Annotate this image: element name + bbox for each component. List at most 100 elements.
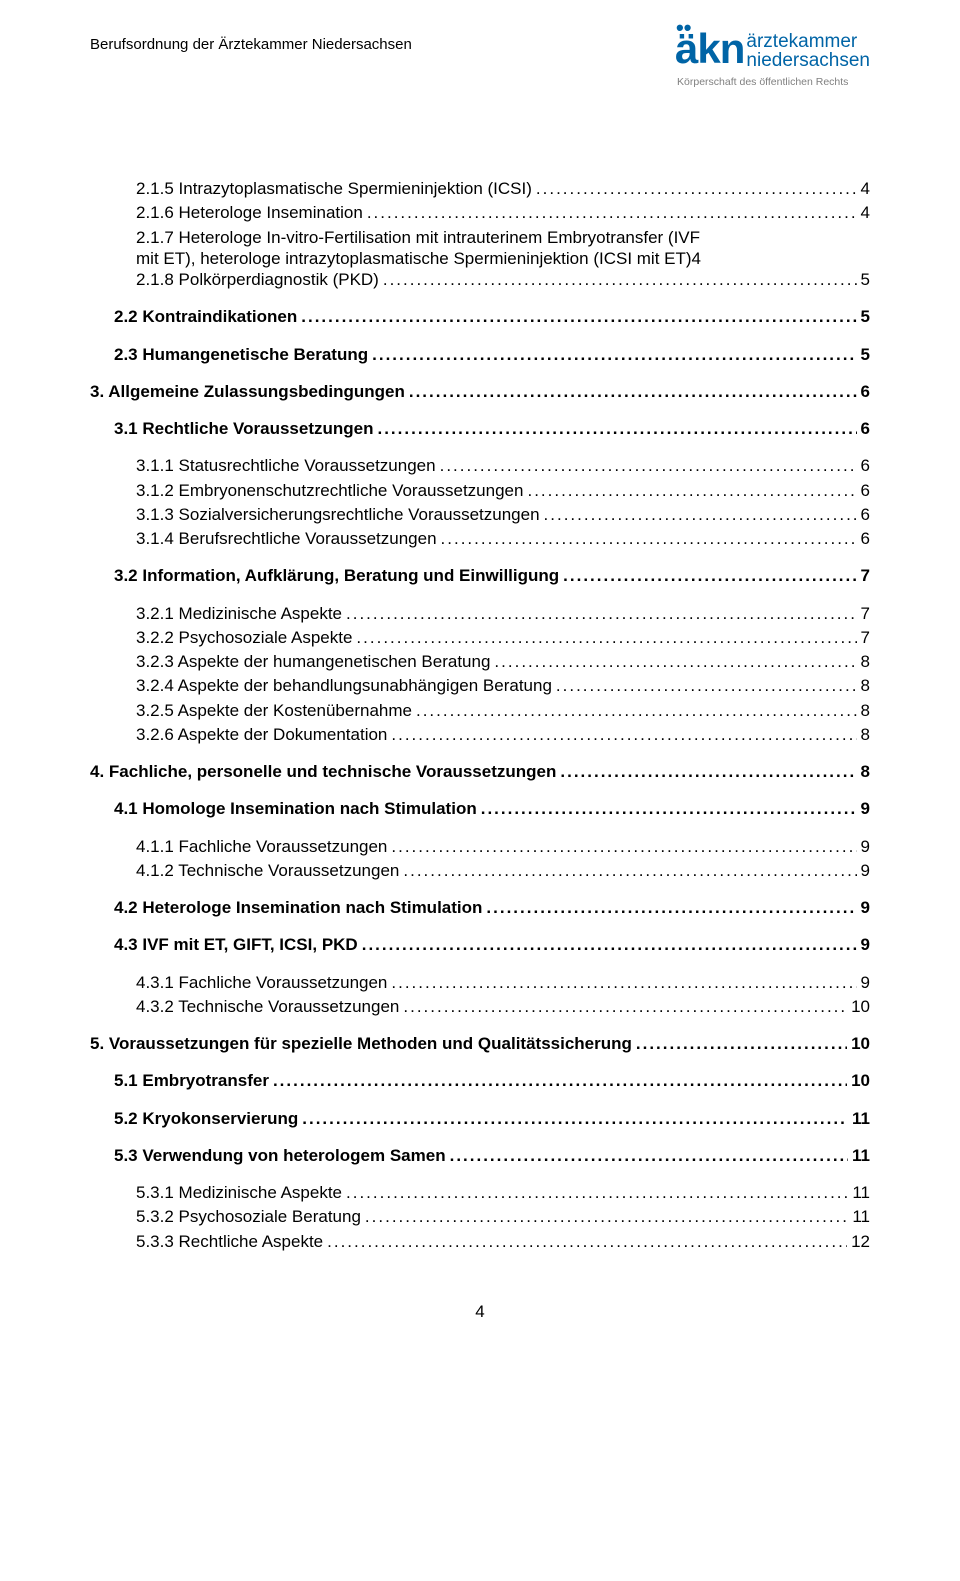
toc-leader-dots bbox=[356, 627, 856, 648]
toc-leader-dots bbox=[346, 603, 857, 624]
toc-label: 3.2 Information, Aufklärung, Beratung un… bbox=[114, 565, 559, 586]
toc-entry: 4.1.2 Technische Voraussetzungen 9 bbox=[90, 860, 870, 881]
toc-label: 4.1.2 Technische Voraussetzungen bbox=[136, 860, 399, 881]
toc-label: 2.3 Humangenetische Beratung bbox=[114, 344, 368, 365]
document-page: Berufsordnung der Ärztekammer Niedersach… bbox=[0, 0, 960, 1362]
toc-entry: 5.1 Embryotransfer10 bbox=[90, 1070, 870, 1091]
logo-akn: •• äkn bbox=[675, 30, 744, 68]
toc-entry: 3.2 Information, Aufklärung, Beratung un… bbox=[90, 565, 870, 586]
toc-entry: 2.1.6 Heterologe Insemination4 bbox=[90, 202, 870, 223]
toc-page-number: 9 bbox=[861, 798, 870, 819]
toc-label: 3.1.1 Statusrechtliche Voraussetzungen bbox=[136, 455, 436, 476]
toc-leader-dots bbox=[416, 700, 857, 721]
logo-line2: niedersachsen bbox=[746, 51, 870, 70]
toc-leader-dots bbox=[481, 798, 857, 819]
toc-page-number: 9 bbox=[861, 836, 870, 857]
logo-block: •• äkn ärztekammer niedersachsen Körpers… bbox=[675, 30, 870, 88]
toc-page-number: 11 bbox=[852, 1206, 870, 1227]
toc-label: 5.3.2 Psychosoziale Beratung bbox=[136, 1206, 361, 1227]
toc-entry: 4.1 Homologe Insemination nach Stimulati… bbox=[90, 798, 870, 819]
toc-page-number: 4 bbox=[861, 178, 870, 199]
toc-entry: 3.2.2 Psychosoziale Aspekte7 bbox=[90, 627, 870, 648]
toc-entry: 5.3.2 Psychosoziale Beratung 11 bbox=[90, 1206, 870, 1227]
toc-label: 2.1.8 Polkörperdiagnostik (PKD) bbox=[136, 269, 379, 290]
toc-page-number: 9 bbox=[861, 934, 870, 955]
toc-leader-dots bbox=[556, 675, 857, 696]
toc-label: 4. Fachliche, personelle und technische … bbox=[90, 761, 556, 782]
toc-entry: 4.3 IVF mit ET, GIFT, ICSI, PKD 9 bbox=[90, 934, 870, 955]
toc-leader-dots bbox=[494, 651, 856, 672]
toc-label: 4.1.1 Fachliche Voraussetzungen bbox=[136, 836, 387, 857]
toc-page-number: 6 bbox=[861, 480, 870, 501]
toc-page-number: 11 bbox=[852, 1145, 870, 1166]
toc-entry: 3. Allgemeine Zulassungsbedingungen6 bbox=[90, 381, 870, 402]
toc-entry: 5.3.3 Rechtliche Aspekte12 bbox=[90, 1231, 870, 1252]
toc-label: 2.1.7 Heterologe In-vitro-Fertilisation … bbox=[136, 227, 870, 248]
toc-label: 4.3 IVF mit ET, GIFT, ICSI, PKD bbox=[114, 934, 358, 955]
toc-label: 3.1.2 Embryonenschutzrechtliche Vorausse… bbox=[136, 480, 523, 501]
toc-entry: 3.2.5 Aspekte der Kostenübernahme8 bbox=[90, 700, 870, 721]
toc-entry: 3.2.4 Aspekte der behandlungsunabhängige… bbox=[90, 675, 870, 696]
toc-page-number: 9 bbox=[861, 972, 870, 993]
toc-entry: 4.2 Heterologe Insemination nach Stimula… bbox=[90, 897, 870, 918]
toc-page-number: 5 bbox=[861, 344, 870, 365]
toc-entry: 5.3 Verwendung von heterologem Samen 11 bbox=[90, 1145, 870, 1166]
toc-entry: 3.2.3 Aspekte der humangenetischen Berat… bbox=[90, 651, 870, 672]
toc-page-number: 8 bbox=[861, 724, 870, 745]
toc-page-number: 5 bbox=[861, 269, 870, 290]
toc-entry: 4. Fachliche, personelle und technische … bbox=[90, 761, 870, 782]
toc-entry: 2.1.7 Heterologe In-vitro-Fertilisation … bbox=[90, 227, 870, 270]
toc-leader-dots bbox=[383, 269, 857, 290]
toc-leader-dots bbox=[536, 178, 857, 199]
toc-label: 2.1.6 Heterologe Insemination bbox=[136, 202, 363, 223]
toc-label: 4.3.1 Fachliche Voraussetzungen bbox=[136, 972, 387, 993]
toc-label: 5.2 Kryokonservierung bbox=[114, 1108, 298, 1129]
toc-leader-dots bbox=[362, 934, 857, 955]
toc-leader-dots bbox=[377, 418, 856, 439]
toc-entry: 3.1 Rechtliche Voraussetzungen6 bbox=[90, 418, 870, 439]
toc-label: 5.3.1 Medizinische Aspekte bbox=[136, 1182, 342, 1203]
toc-page-number: 6 bbox=[861, 381, 870, 402]
toc-leader-dots bbox=[391, 836, 856, 857]
toc-entry: 2.1.8 Polkörperdiagnostik (PKD) 5 bbox=[90, 269, 870, 290]
toc-page-number: 6 bbox=[861, 528, 870, 549]
toc-label: 2.2 Kontraindikationen bbox=[114, 306, 297, 327]
toc-leader-dots bbox=[441, 528, 857, 549]
toc-leader-dots bbox=[403, 996, 847, 1017]
toc-label: 4.3.2 Technische Voraussetzungen bbox=[136, 996, 399, 1017]
toc-page-number: 7 bbox=[861, 565, 870, 586]
logo-text: ärztekammer niedersachsen bbox=[746, 32, 870, 70]
toc-leader-dots bbox=[391, 724, 856, 745]
toc-label: 4.2 Heterologe Insemination nach Stimula… bbox=[114, 897, 482, 918]
toc-leader-dots bbox=[367, 202, 857, 223]
toc-entry: 3.2.6 Aspekte der Dokumentation 8 bbox=[90, 724, 870, 745]
toc-page-number: 8 bbox=[861, 675, 870, 696]
toc-entry: 4.1.1 Fachliche Voraussetzungen 9 bbox=[90, 836, 870, 857]
page-header: Berufsordnung der Ärztekammer Niedersach… bbox=[90, 30, 870, 88]
toc-leader-dots bbox=[365, 1206, 848, 1227]
toc-entry: 4.3.2 Technische Voraussetzungen 10 bbox=[90, 996, 870, 1017]
toc-leader-dots bbox=[563, 565, 856, 586]
toc-leader-dots bbox=[372, 344, 856, 365]
toc-page-number: 7 bbox=[861, 603, 870, 624]
toc-page-number: 12 bbox=[851, 1231, 870, 1252]
toc-page-number: 8 bbox=[861, 700, 870, 721]
logo-umlaut-dots: •• bbox=[676, 18, 691, 38]
toc-page-number: 11 bbox=[852, 1182, 870, 1203]
toc-page-number: 6 bbox=[861, 455, 870, 476]
toc-entry: 5. Voraussetzungen für spezielle Methode… bbox=[90, 1033, 870, 1054]
toc-entry: 4.3.1 Fachliche Voraussetzungen 9 bbox=[90, 972, 870, 993]
toc-label: 5. Voraussetzungen für spezielle Methode… bbox=[90, 1033, 632, 1054]
toc-leader-dots bbox=[403, 860, 856, 881]
logo-line1: ärztekammer bbox=[746, 32, 870, 51]
toc-label: 5.3 Verwendung von heterologem Samen bbox=[114, 1145, 446, 1166]
toc-label: 3.2.6 Aspekte der Dokumentation bbox=[136, 724, 387, 745]
toc-page-number: 10 bbox=[851, 996, 870, 1017]
header-title: Berufsordnung der Ärztekammer Niedersach… bbox=[90, 36, 412, 53]
toc-label: mit ET), heterologe intrazytoplasmatisch… bbox=[136, 248, 870, 269]
toc-page-number: 9 bbox=[861, 860, 870, 881]
toc-leader-dots bbox=[544, 504, 857, 525]
toc-label: 5.1 Embryotransfer bbox=[114, 1070, 269, 1091]
toc-leader-dots bbox=[636, 1033, 847, 1054]
toc-label: 3.1.3 Sozialversicherungsrechtliche Vora… bbox=[136, 504, 540, 525]
